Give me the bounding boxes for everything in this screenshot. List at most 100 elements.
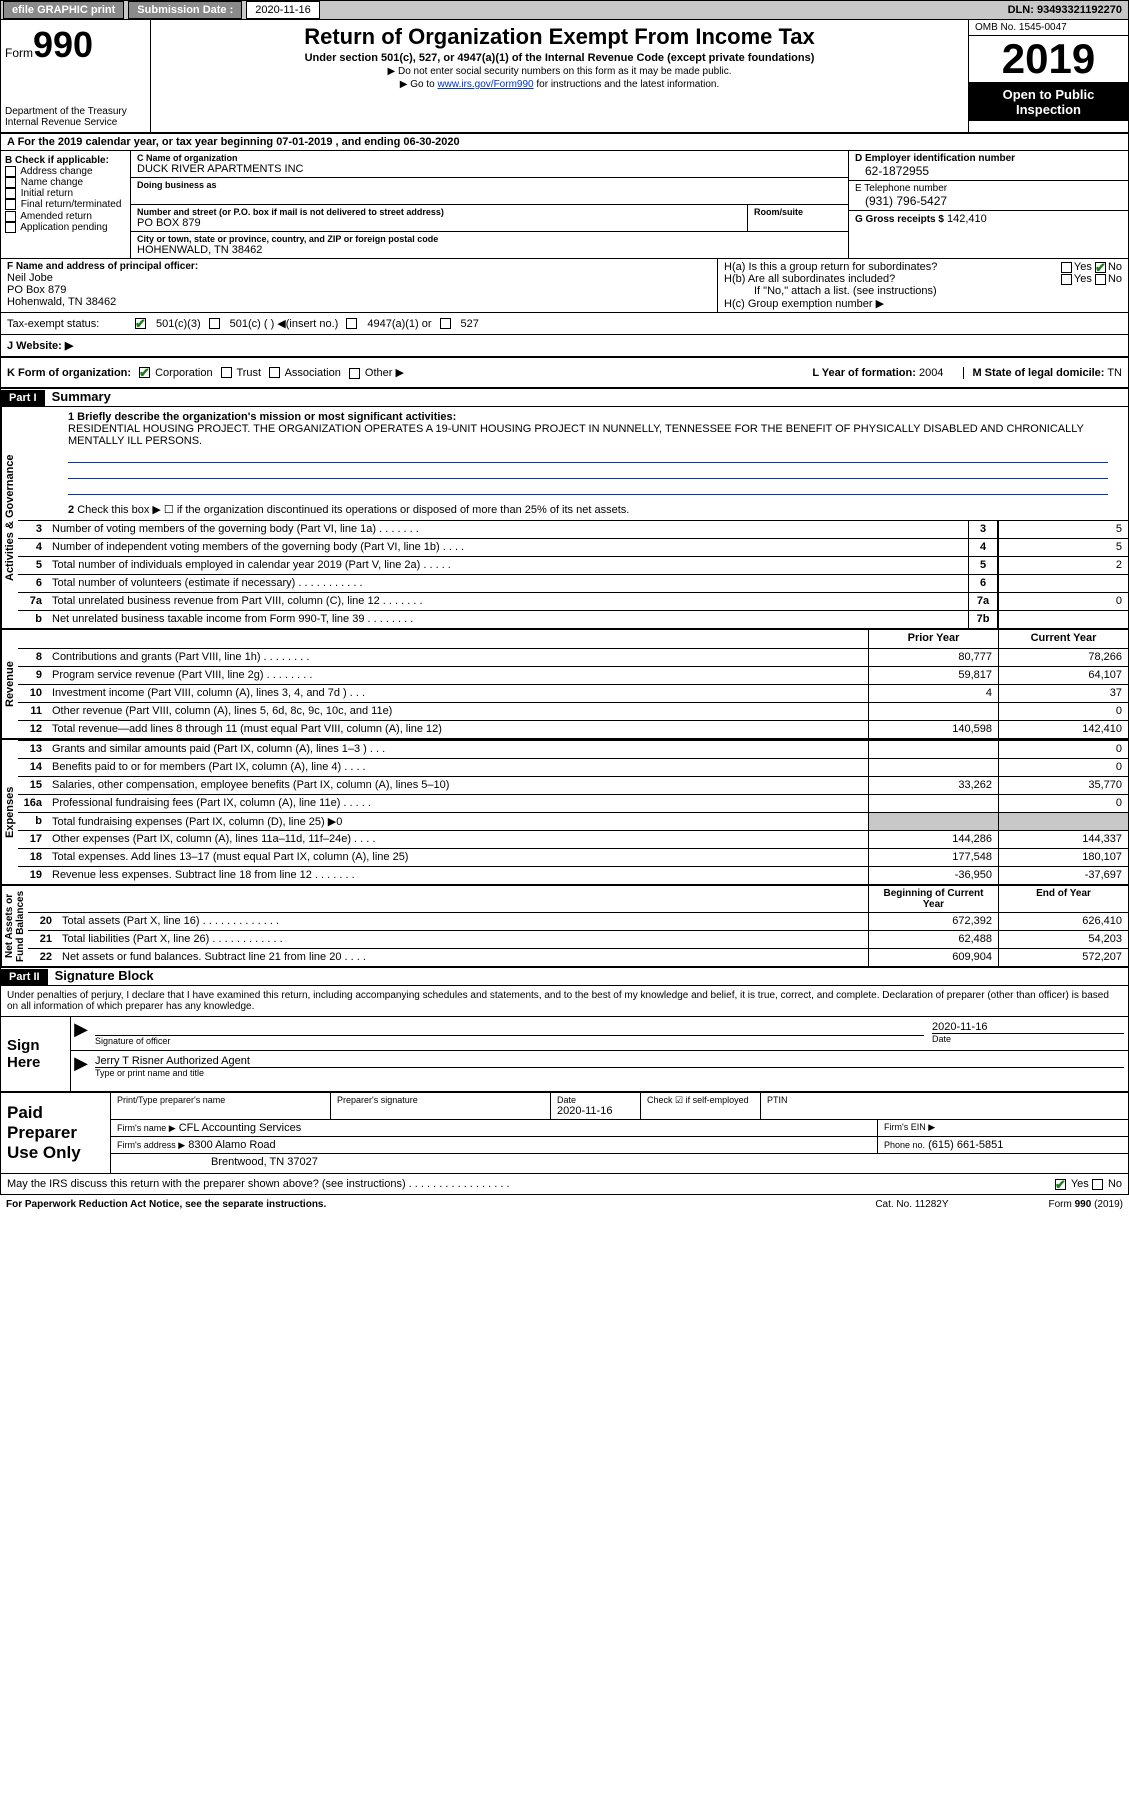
gross-cell: G Gross receipts $ 142,410 [849, 211, 1128, 227]
line-num: 6 [18, 575, 48, 592]
begin-header: Beginning of Current Year [868, 886, 998, 912]
checkbox-icon[interactable] [5, 166, 16, 177]
prep-row4: Brentwood, TN 37027 [111, 1154, 1128, 1170]
ein-label: D Employer identification number [855, 153, 1122, 164]
current-value: 626,410 [998, 913, 1128, 930]
line-num: 16a [18, 795, 48, 812]
sign-here-block: Sign Here ▶ Signature of officer 2020-11… [1, 1017, 1128, 1091]
form-number: Form990 [5, 24, 146, 66]
b-item: Address change [5, 166, 126, 177]
current-value: -37,697 [998, 867, 1128, 884]
mission-text: RESIDENTIAL HOUSING PROJECT. THE ORGANIZ… [68, 423, 1108, 447]
prep-row2: Firm's name ▶ CFL Accounting Services Fi… [111, 1120, 1128, 1137]
checkbox-icon[interactable] [209, 318, 220, 329]
checkbox-icon[interactable] [349, 368, 360, 379]
checkbox-icon[interactable] [5, 177, 16, 188]
netassets-section: Net Assets or Fund Balances Beginning of… [1, 886, 1128, 968]
checkbox-icon[interactable] [1095, 274, 1106, 285]
current-value: 0 [998, 795, 1128, 812]
h-col: H(a) Is this a group return for subordin… [718, 259, 1128, 312]
date-label: Date [932, 1033, 1124, 1044]
prep-sig-label: Preparer's signature [337, 1095, 544, 1105]
dept-label: Department of the Treasury Internal Reve… [5, 106, 146, 128]
city-row: City or town, state or province, country… [131, 232, 848, 258]
firm-addr-label: Firm's address ▶ [117, 1140, 185, 1150]
line-desc: Total unrelated business revenue from Pa… [48, 593, 968, 610]
prior-value: -36,950 [868, 867, 998, 884]
checkbox-icon[interactable] [1092, 1179, 1103, 1190]
line-desc: Total number of individuals employed in … [48, 557, 968, 574]
table-row: 10 Investment income (Part VIII, column … [18, 684, 1128, 702]
prep-row1: Print/Type preparer's name Preparer's si… [111, 1093, 1128, 1120]
line-num: 19 [18, 867, 48, 884]
line-box: 4 [968, 539, 998, 556]
part-badge: Part I [1, 390, 45, 406]
checkbox-checked-icon[interactable] [1055, 1179, 1066, 1190]
vtext-revenue: Revenue [1, 630, 18, 738]
line-desc: Program service revenue (Part VIII, line… [48, 667, 868, 684]
expenses-section: Expenses 13 Grants and similar amounts p… [1, 740, 1128, 886]
line-value [998, 575, 1128, 592]
sig-officer-label: Signature of officer [95, 1035, 924, 1046]
line-desc: Contributions and grants (Part VIII, lin… [48, 649, 868, 666]
tax-year: 2019 [969, 36, 1128, 83]
f-h-row: F Name and address of principal officer:… [1, 259, 1128, 313]
checkbox-checked-icon[interactable] [139, 367, 150, 378]
firm-phone-label: Phone no. [884, 1140, 925, 1150]
q1-label: 1 Briefly describe the organization's mi… [68, 411, 1108, 423]
discuss-row: May the IRS discuss this return with the… [1, 1173, 1128, 1194]
footer-left: For Paperwork Reduction Act Notice, see … [6, 1199, 326, 1210]
checkbox-icon[interactable] [5, 222, 16, 233]
line-num: 21 [28, 931, 58, 948]
b-item: Name change [5, 177, 126, 188]
checkbox-icon[interactable] [1061, 262, 1072, 273]
checkbox-icon[interactable] [440, 318, 451, 329]
prior-value: 62,488 [868, 931, 998, 948]
line-desc: Other expenses (Part IX, column (A), lin… [48, 831, 868, 848]
header-row: Beginning of Current Year End of Year [28, 886, 1128, 912]
current-value: 180,107 [998, 849, 1128, 866]
prior-value [868, 741, 998, 758]
j-row: J Website: ▶ [1, 335, 1128, 358]
checkbox-checked-icon[interactable] [135, 318, 146, 329]
part2-header: Part II Signature Block [1, 968, 1128, 986]
line-desc: Revenue less expenses. Subtract line 18 … [48, 867, 868, 884]
checkbox-icon[interactable] [5, 211, 16, 222]
city: HOHENWALD, TN 38462 [137, 244, 842, 256]
dba-label: Doing business as [137, 180, 842, 202]
sign-here-label: Sign Here [1, 1017, 71, 1091]
line-value: 5 [998, 521, 1128, 538]
city-label: City or town, state or province, country… [137, 234, 842, 244]
firm-ein-label: Firm's EIN ▶ [878, 1120, 1128, 1136]
part-badge: Part II [1, 969, 48, 985]
officer-addr2: Hohenwald, TN 38462 [7, 296, 711, 308]
sig-name-row: ▶ Jerry T Risner Authorized AgentType or… [71, 1051, 1128, 1082]
checkbox-icon[interactable] [5, 188, 16, 199]
arrow-icon: ▶ [71, 1053, 91, 1080]
table-row: 19 Revenue less expenses. Subtract line … [18, 866, 1128, 884]
prior-value: 144,286 [868, 831, 998, 848]
checkbox-icon[interactable] [221, 367, 232, 378]
firm-addr2: Brentwood, TN 37027 [111, 1154, 1128, 1170]
checkbox-icon[interactable] [346, 318, 357, 329]
note1: ▶ Do not enter social security numbers o… [155, 66, 964, 77]
prior-header: Prior Year [868, 630, 998, 648]
form990-link[interactable]: www.irs.gov/Form990 [437, 79, 533, 90]
table-row: 15 Salaries, other compensation, employe… [18, 776, 1128, 794]
part-title: Signature Block [51, 968, 154, 983]
table-row: 7a Total unrelated business revenue from… [18, 592, 1128, 610]
table-row: 20 Total assets (Part X, line 16) . . . … [28, 912, 1128, 930]
firm-name-label: Firm's name ▶ [117, 1123, 176, 1133]
checkbox-icon[interactable] [1061, 274, 1072, 285]
checkbox-icon[interactable] [269, 367, 280, 378]
efile-button[interactable]: efile GRAPHIC print [3, 1, 124, 19]
line-num: 12 [18, 721, 48, 738]
checkbox-checked-icon[interactable] [1095, 262, 1106, 273]
line-desc: Total number of volunteers (estimate if … [48, 575, 968, 592]
checkbox-icon[interactable] [5, 199, 16, 210]
line-box: 5 [968, 557, 998, 574]
line-desc: Total revenue—add lines 8 through 11 (mu… [48, 721, 868, 738]
header-row: Prior Year Current Year [18, 630, 1128, 648]
line-desc: Total assets (Part X, line 16) . . . . .… [58, 913, 868, 930]
check-self-employed: Check ☑ if self-employed [641, 1093, 761, 1119]
